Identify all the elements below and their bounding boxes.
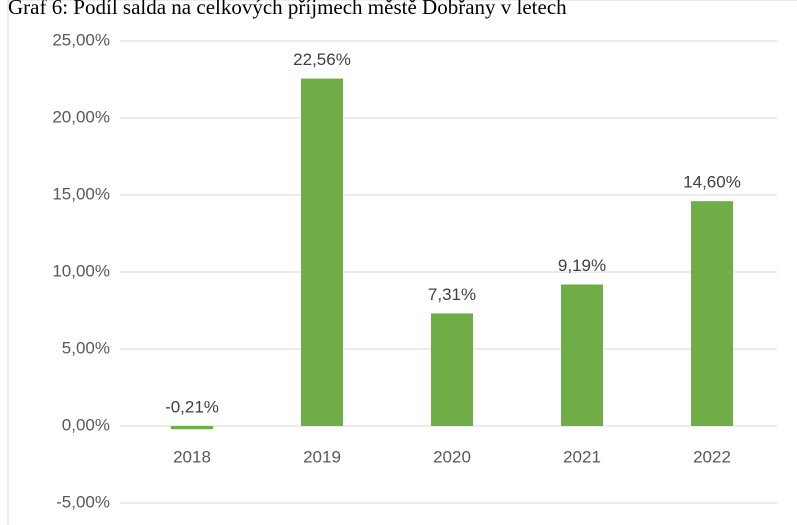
- x-tick-label: 2021: [563, 447, 601, 466]
- data-label: 22,56%: [293, 50, 351, 69]
- data-label: 9,19%: [558, 256, 606, 275]
- y-tick-label: 5,00%: [62, 338, 110, 357]
- chart-title: Graf 6: Podíl salda na celkových příjmec…: [8, 0, 567, 19]
- data-label: 14,60%: [683, 173, 741, 192]
- data-label: -0,21%: [165, 397, 219, 416]
- data-label: 7,31%: [428, 285, 476, 304]
- bar: [431, 313, 473, 426]
- bar: [691, 201, 733, 426]
- bar: [561, 284, 603, 426]
- y-tick-label: 20,00%: [52, 107, 110, 126]
- x-tick-label: 2020: [433, 447, 471, 466]
- chart-frame: [7, 0, 797, 525]
- y-tick-label: 25,00%: [52, 30, 110, 49]
- x-tick-label: 2018: [173, 447, 211, 466]
- bar: [301, 78, 343, 427]
- y-tick-label: 0,00%: [62, 415, 110, 434]
- x-tick-label: 2019: [303, 447, 341, 466]
- y-tick-label: 10,00%: [52, 261, 110, 280]
- y-tick-label: 15,00%: [52, 184, 110, 203]
- bar: [171, 426, 213, 430]
- x-tick-label: 2022: [693, 447, 731, 466]
- y-tick-label: -5,00%: [56, 492, 110, 511]
